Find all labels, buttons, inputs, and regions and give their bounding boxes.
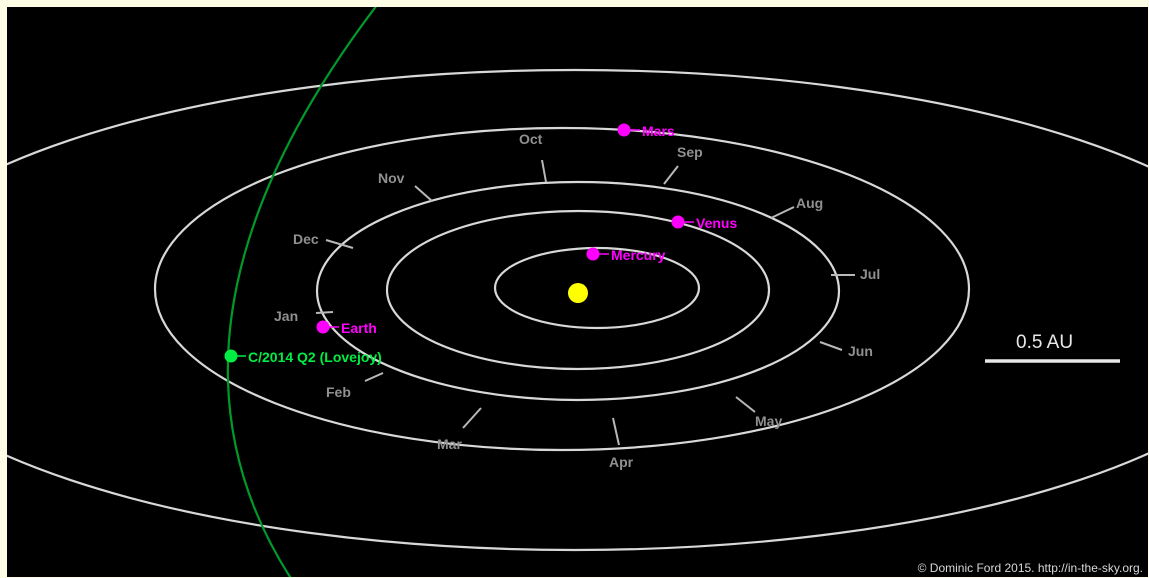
planet-mercury: Mercury	[586, 247, 666, 263]
planet-earth: Earth	[316, 320, 377, 336]
outer-orbit	[7, 68, 1148, 552]
month-tick-feb	[364, 372, 384, 382]
earth-orbit	[315, 180, 841, 402]
month-label-jan: Jan	[274, 308, 298, 324]
month-label-aug: Aug	[796, 195, 823, 211]
planet-mars: Mars	[617, 123, 675, 139]
venus-marker	[671, 215, 685, 229]
month-tick-dec	[325, 239, 354, 249]
month-tick-nov	[414, 185, 433, 202]
sun-marker	[568, 283, 588, 303]
planet-venus: Venus	[671, 215, 737, 231]
month-tick-jun	[819, 341, 843, 351]
earth-marker	[316, 320, 330, 334]
month-label-dec: Dec	[293, 231, 319, 247]
month-tick-sep	[663, 165, 679, 185]
month-label-mar: Mar	[437, 436, 462, 452]
month-label-oct: Oct	[519, 131, 543, 147]
month-tick-jan	[315, 311, 334, 314]
mars-orbit	[153, 126, 971, 452]
comet-marker	[224, 349, 238, 363]
month-tick-mar	[462, 407, 482, 429]
month-label-sep: Sep	[677, 144, 703, 160]
earth-label: Earth	[341, 320, 377, 336]
mercury-marker	[586, 247, 600, 261]
month-ticks	[315, 159, 855, 446]
scale-bar: 0.5 AU	[985, 332, 1120, 363]
month-label-nov: Nov	[378, 170, 405, 186]
venus-orbit	[385, 209, 771, 371]
month-tick-oct	[541, 159, 547, 183]
month-label-may: May	[755, 413, 782, 429]
comet-label: C/2014 Q2 (Lovejoy)	[248, 349, 382, 365]
month-label-jul: Jul	[860, 266, 880, 282]
comet-lovejoy: C/2014 Q2 (Lovejoy)	[224, 349, 382, 365]
comet-path	[226, 7, 377, 577]
month-label-feb: Feb	[326, 384, 351, 400]
month-label-apr: Apr	[609, 454, 634, 470]
credit-text: © Dominic Ford 2015. http://in-the-sky.o…	[918, 561, 1143, 575]
month-label-jun: Jun	[848, 343, 873, 359]
month-tick-aug	[770, 206, 795, 219]
mercury-orbit	[493, 246, 701, 330]
mars-marker	[617, 123, 631, 137]
mars-label: Mars	[642, 123, 675, 139]
month-tick-may	[735, 396, 756, 413]
venus-label: Venus	[696, 215, 737, 231]
month-tick-apr	[612, 417, 620, 446]
scale-bar-label: 0.5 AU	[1016, 332, 1073, 353]
mercury-label: Mercury	[611, 247, 666, 263]
